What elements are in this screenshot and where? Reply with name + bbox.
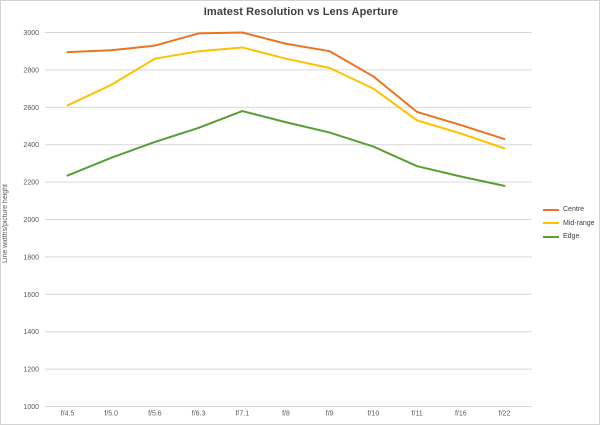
y-tick-label: 1400 <box>23 329 39 336</box>
x-tick-label: f/4.5 <box>61 411 75 418</box>
series-line-mid-range <box>66 46 506 150</box>
x-tick-label: f/10 <box>368 411 380 418</box>
x-tick-label: f/16 <box>455 411 467 418</box>
x-tick-label: f/6.3 <box>192 411 206 418</box>
x-tick-label: f/22 <box>499 411 511 418</box>
x-tick-label: f/9 <box>326 411 334 418</box>
legend-label-edge: Edge <box>563 233 580 241</box>
series-line-centre <box>66 31 506 141</box>
chart-title: Imatest Resolution vs Lens Aperture <box>203 6 399 18</box>
legend-label-midrange: Mid-range <box>563 219 595 227</box>
y-tick-label: 1200 <box>23 367 39 374</box>
y-tick-label: 1000 <box>23 404 39 411</box>
y-tick-label: 2000 <box>23 217 39 224</box>
y-tick-label: 3000 <box>23 30 39 37</box>
legend-swatch-edge <box>543 235 559 238</box>
y-tick-label: 1800 <box>23 254 39 261</box>
y-tick-label: 2200 <box>23 180 39 187</box>
y-tick-label: 1600 <box>23 292 39 299</box>
x-tick-label: f/8 <box>282 411 290 418</box>
legend-item-midrange: Mid-range <box>543 217 595 231</box>
legend: Centre Mid-range Edge <box>543 203 595 244</box>
y-tick-label: 2600 <box>23 105 39 112</box>
x-tick-label: f/5.0 <box>104 411 118 418</box>
x-tick-label: f/7.1 <box>235 411 249 418</box>
y-tick-label: 2400 <box>23 142 39 149</box>
legend-swatch-centre <box>543 208 559 211</box>
legend-item-edge: Edge <box>543 230 595 244</box>
y-tick-label: 2800 <box>23 67 39 74</box>
x-tick-label: f/11 <box>412 411 423 418</box>
legend-label-centre: Centre <box>563 206 585 214</box>
series-line-edge <box>66 110 506 187</box>
x-tick-label: f/5.6 <box>148 411 162 418</box>
legend-item-centre: Centre <box>543 203 595 217</box>
legend-swatch-midrange <box>543 222 559 225</box>
